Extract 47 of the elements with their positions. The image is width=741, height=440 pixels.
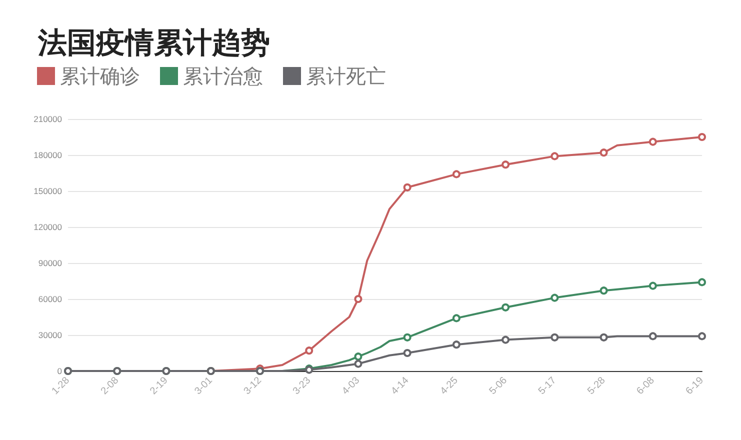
point xyxy=(600,333,608,342)
point xyxy=(550,294,559,302)
point xyxy=(502,336,510,344)
y-tick-label: 120000 xyxy=(34,222,62,232)
point xyxy=(452,170,460,178)
x-tick-label: 3-12 xyxy=(242,374,264,398)
x-tick-label: 6-08 xyxy=(634,374,658,398)
point xyxy=(452,340,460,349)
point xyxy=(403,349,412,357)
point xyxy=(354,360,362,368)
x-tick-label: 5-06 xyxy=(488,374,510,398)
point xyxy=(452,314,460,322)
chart-title: 法国疫情累计趋势 xyxy=(37,26,270,60)
x-tick-label: 6-19 xyxy=(684,374,706,398)
point xyxy=(502,160,510,169)
y-tick-label: 30000 xyxy=(38,330,62,340)
legend-label: 累计死亡 xyxy=(306,64,386,88)
point xyxy=(403,183,412,192)
x-tick-label: 4-14 xyxy=(389,374,412,398)
point xyxy=(550,333,559,342)
y-tick-label: 90000 xyxy=(38,258,62,268)
y-tick-label: 210000 xyxy=(34,114,62,124)
x-tick-label: 4-25 xyxy=(438,374,461,398)
y-tick-label: 60000 xyxy=(38,294,62,304)
legend-label: 累计治愈 xyxy=(183,64,263,88)
legend-label: 累计确诊 xyxy=(60,64,140,88)
y-tick-label: 150000 xyxy=(34,186,62,196)
y-tick-label: 180000 xyxy=(34,150,62,160)
x-tick-label: 3-01 xyxy=(192,374,216,398)
x-tick-label: 5-28 xyxy=(586,374,608,398)
point xyxy=(550,152,559,160)
point xyxy=(600,148,608,157)
point xyxy=(698,133,706,141)
point xyxy=(698,332,706,340)
point xyxy=(403,333,412,342)
x-tick-label: 3-23 xyxy=(291,374,314,398)
point xyxy=(354,352,362,361)
y-tick-label: 0 xyxy=(57,366,62,376)
point xyxy=(305,346,314,355)
point xyxy=(502,303,510,312)
point xyxy=(648,138,657,146)
point xyxy=(648,332,657,340)
point xyxy=(648,282,657,290)
x-tick-label: 4-03 xyxy=(340,374,362,398)
point xyxy=(354,295,362,303)
point xyxy=(600,286,608,295)
point xyxy=(698,278,706,286)
